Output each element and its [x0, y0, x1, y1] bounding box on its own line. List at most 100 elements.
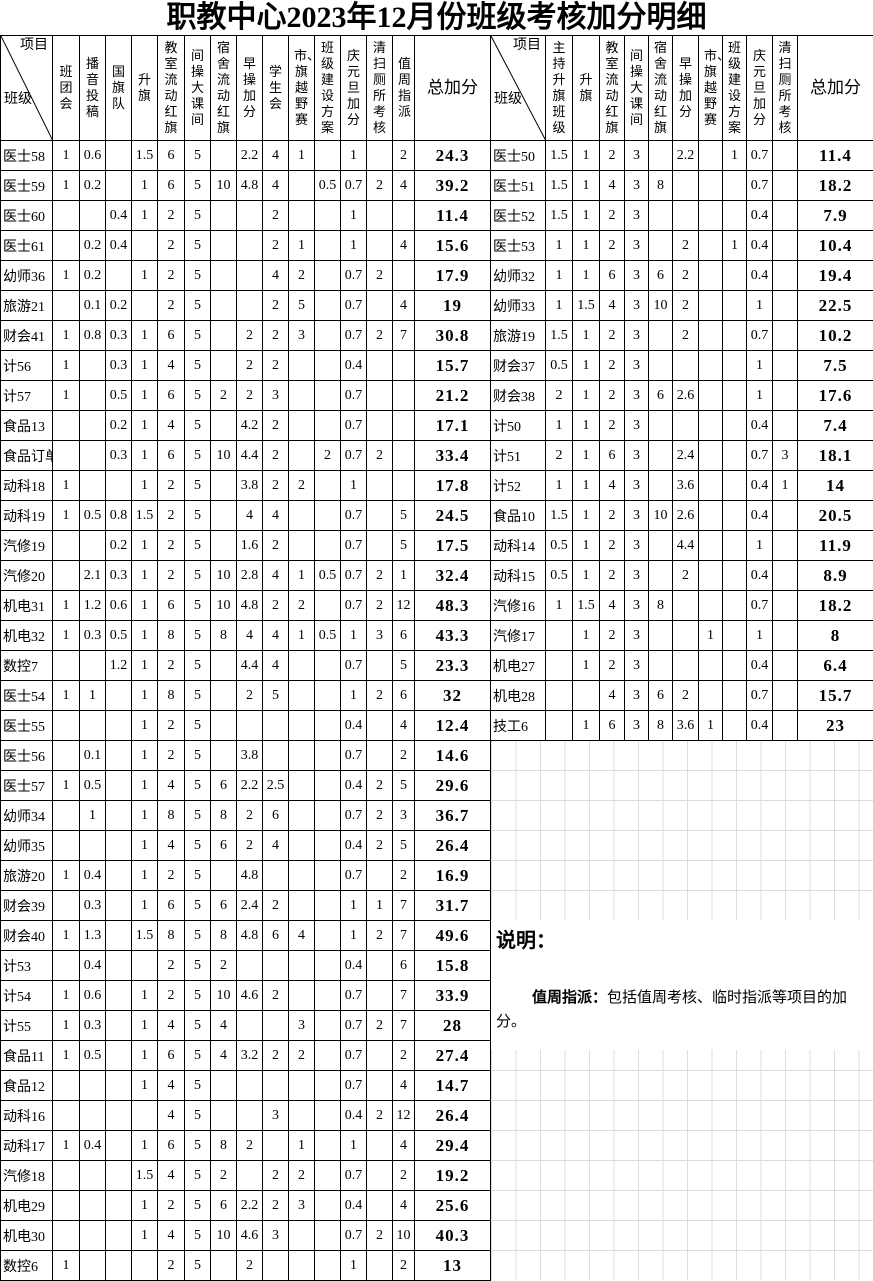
score-cell: 0.4 [106, 231, 132, 261]
column-header: 教室流动红旗 [600, 36, 625, 141]
score-cell [106, 861, 132, 891]
score-cell [106, 771, 132, 801]
class-name: 机电30 [1, 1221, 53, 1251]
total-cell: 32 [415, 681, 491, 711]
score-cell: 6 [158, 1131, 185, 1161]
score-cell: 2 [367, 801, 393, 831]
score-cell [393, 411, 415, 441]
class-name: 幼师32 [491, 261, 546, 291]
score-cell: 1 [80, 681, 106, 711]
score-cell: 4.8 [237, 921, 263, 951]
class-name: 机电31 [1, 591, 53, 621]
score-cell [237, 1071, 263, 1101]
score-cell [315, 411, 341, 441]
score-cell: 1 [132, 981, 158, 1011]
score-cell: 0.4 [747, 411, 773, 441]
score-cell: 1 [132, 441, 158, 471]
score-cell [673, 411, 699, 441]
score-cell [289, 801, 315, 831]
class-name: 旅游19 [491, 321, 546, 351]
score-cell [53, 741, 80, 771]
score-cell: 10 [211, 441, 237, 471]
score-cell: 4.4 [673, 531, 699, 561]
score-cell: 2 [367, 261, 393, 291]
score-cell: 2 [393, 741, 415, 771]
score-cell: 6 [158, 171, 185, 201]
class-name: 机电29 [1, 1191, 53, 1221]
score-cell: 1 [132, 411, 158, 441]
score-cell: 2 [237, 351, 263, 381]
score-cell: 1.5 [132, 141, 158, 171]
score-cell [315, 471, 341, 501]
score-cell: 2 [289, 471, 315, 501]
score-cell: 0.7 [341, 291, 367, 321]
score-cell [53, 561, 80, 591]
class-name: 计56 [1, 351, 53, 381]
score-cell: 4 [600, 291, 625, 321]
score-cell [211, 1101, 237, 1131]
score-cell: 3 [773, 441, 798, 471]
score-cell [723, 381, 747, 411]
score-cell [315, 321, 341, 351]
column-header: 总加分 [798, 36, 873, 141]
score-cell [53, 1071, 80, 1101]
score-cell: 1 [341, 891, 367, 921]
score-cell [649, 411, 673, 441]
score-cell [237, 1161, 263, 1191]
score-cell [573, 681, 600, 711]
score-cell: 2 [367, 681, 393, 711]
score-cell: 6 [158, 141, 185, 171]
notes: 说明： 值周指派：包括值周考核、临时指派等项目的加分。 [490, 920, 873, 1050]
score-cell [263, 951, 289, 981]
score-cell: 2 [158, 201, 185, 231]
column-header: 学生会 [263, 36, 289, 141]
score-cell: 0.7 [341, 1041, 367, 1071]
score-cell: 2 [600, 501, 625, 531]
score-cell [53, 891, 80, 921]
score-cell: 1 [393, 561, 415, 591]
score-cell [237, 1101, 263, 1131]
score-cell: 2 [315, 441, 341, 471]
total-cell: 7.9 [798, 201, 873, 231]
score-cell [699, 201, 723, 231]
score-cell [53, 291, 80, 321]
score-cell: 0.4 [106, 201, 132, 231]
score-cell: 2 [263, 591, 289, 621]
score-cell: 1 [132, 471, 158, 501]
score-cell: 1 [341, 921, 367, 951]
corner-bottom: 班级 [494, 92, 522, 108]
score-cell [315, 861, 341, 891]
total-cell: 17.8 [415, 471, 491, 501]
class-name: 汽修16 [491, 591, 546, 621]
score-cell [699, 291, 723, 321]
total-cell: 27.4 [415, 1041, 491, 1071]
score-cell: 5 [185, 921, 211, 951]
score-cell [106, 981, 132, 1011]
score-cell: 1 [573, 141, 600, 171]
score-cell: 0.7 [341, 261, 367, 291]
score-cell: 3 [625, 231, 649, 261]
score-cell: 2 [237, 1131, 263, 1161]
score-cell: 0.4 [747, 261, 773, 291]
score-cell: 4 [600, 681, 625, 711]
score-cell: 4 [158, 1161, 185, 1191]
score-cell: 5 [185, 831, 211, 861]
score-cell: 1 [546, 411, 573, 441]
score-cell: 1 [573, 711, 600, 741]
column-header: 升旗 [573, 36, 600, 141]
score-cell: 2 [367, 171, 393, 201]
score-cell [393, 351, 415, 381]
score-cell [53, 831, 80, 861]
score-cell: 1 [367, 891, 393, 921]
score-cell: 1.6 [237, 531, 263, 561]
score-cell [367, 411, 393, 441]
total-cell: 31.7 [415, 891, 491, 921]
score-cell: 6 [649, 261, 673, 291]
score-cell [289, 891, 315, 921]
column-header: 庆元旦加分 [747, 36, 773, 141]
